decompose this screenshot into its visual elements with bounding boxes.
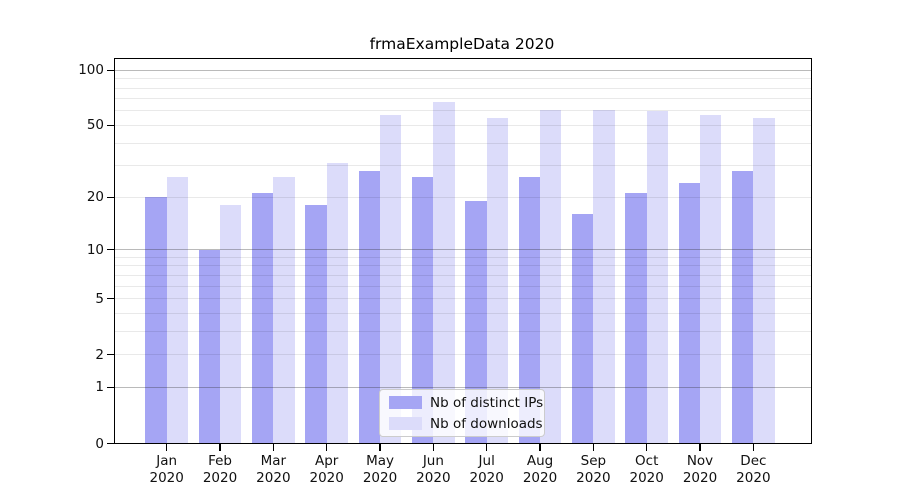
bar-distinct-ips-feb: [198, 249, 221, 444]
y-tick-label-50: 50: [86, 117, 104, 134]
bar-distinct-ips-oct: [625, 193, 647, 444]
x-tick-label-apr: Apr 2020: [309, 452, 344, 486]
bar-downloads-jan: [166, 176, 189, 444]
bar-distinct-ips-jan: [145, 197, 167, 444]
y-tick-0: [106, 442, 114, 445]
bar-downloads-dec: [753, 117, 775, 444]
legend-label-distinct-ips: Nb of distinct IPs: [430, 394, 544, 411]
bar-distinct-ips-apr: [305, 205, 327, 444]
x-tick-mar: [272, 443, 274, 451]
bar-downloads-jul: [486, 117, 509, 444]
y-tick-label-20: 20: [86, 189, 104, 206]
x-tick-nov: [699, 443, 701, 451]
gridline-minor-80: [113, 87, 811, 89]
y-tick-10: [106, 248, 114, 251]
y-tick-label-0: 0: [95, 435, 104, 452]
x-tick-jan: [166, 443, 168, 451]
x-tick-label-oct: Oct 2020: [629, 452, 664, 486]
legend-label-downloads: Nb of downloads: [430, 415, 543, 432]
bar-distinct-ips-jul: [465, 201, 487, 444]
bar-downloads-apr: [326, 163, 349, 444]
y-tick-5: [106, 297, 114, 300]
x-tick-dec: [752, 443, 754, 451]
legend-swatch-downloads: [389, 417, 422, 430]
bar-distinct-ips-nov: [678, 183, 701, 444]
bar-downloads-feb: [220, 205, 242, 444]
y-tick-1: [106, 386, 114, 389]
x-tick-apr: [326, 443, 328, 451]
x-tick-label-sep: Sep 2020: [576, 452, 611, 486]
bar-downloads-nov: [700, 115, 722, 444]
bar-distinct-ips-sep: [571, 214, 594, 444]
x-tick-feb: [219, 443, 221, 451]
bar-distinct-ips-jun: [411, 176, 434, 444]
bar-distinct-ips-dec: [731, 171, 754, 444]
x-tick-label-jun: Jun 2020: [416, 452, 451, 486]
bar-downloads-aug: [540, 109, 562, 444]
y-tick-label-5: 5: [95, 290, 104, 307]
y-tick-label-10: 10: [86, 241, 104, 258]
y-tick-label-2: 2: [95, 346, 104, 363]
x-tick-sep: [592, 443, 594, 451]
chart-title: frmaExampleData 2020: [369, 35, 555, 53]
legend-item-downloads: Nb of downloads: [389, 415, 543, 432]
bar-distinct-ips-may: [358, 171, 381, 444]
chart-legend: Nb of distinct IPs Nb of downloads: [379, 389, 545, 437]
gridline-major-100: [113, 69, 811, 71]
legend-item-distinct-ips: Nb of distinct IPs: [389, 394, 543, 411]
x-tick-label-dec: Dec 2020: [736, 452, 771, 486]
x-tick-label-nov: Nov 2020: [682, 452, 718, 486]
x-tick-label-jul: Jul 2020: [469, 452, 504, 486]
legend-swatch-distinct-ips: [389, 396, 422, 409]
bar-downloads-may: [380, 115, 402, 444]
y-tick-50: [106, 124, 114, 127]
bar-downloads-oct: [646, 110, 669, 444]
bar-downloads-jun: [433, 102, 455, 444]
gridline-minor-90: [113, 78, 811, 80]
x-tick-label-aug: Aug 2020: [522, 452, 558, 486]
x-tick-jul: [486, 443, 488, 451]
bar-distinct-ips-mar: [251, 193, 274, 444]
bar-downloads-sep: [593, 109, 615, 444]
y-tick-label-100: 100: [78, 62, 104, 79]
y-tick-2: [106, 354, 114, 356]
x-tick-label-mar: Mar 2020: [256, 452, 291, 486]
x-tick-may: [379, 443, 381, 451]
y-tick-20: [106, 196, 114, 198]
y-tick-label-1: 1: [95, 379, 104, 396]
gridline-minor-60: [113, 110, 811, 112]
x-tick-label-feb: Feb 2020: [202, 452, 238, 486]
x-tick-aug: [539, 443, 541, 451]
x-tick-oct: [646, 443, 648, 451]
bar-downloads-mar: [273, 176, 295, 444]
y-tick-100: [106, 69, 114, 71]
gridline-minor-70: [113, 98, 811, 100]
x-tick-label-jan: Jan 2020: [149, 452, 184, 486]
x-tick-jun: [432, 443, 434, 451]
x-tick-label-may: May 2020: [362, 452, 398, 486]
bar-distinct-ips-aug: [518, 176, 541, 444]
